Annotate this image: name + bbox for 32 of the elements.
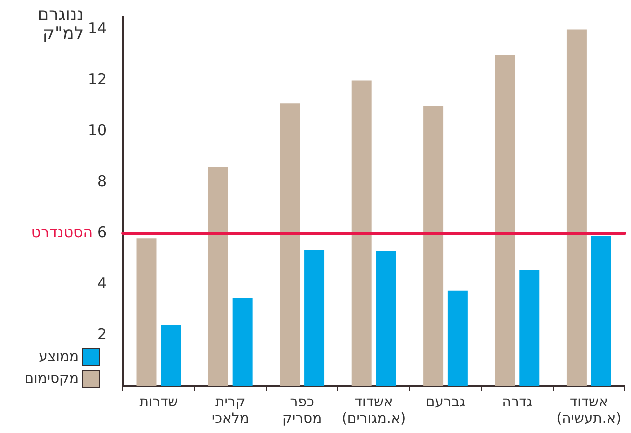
bar — [352, 80, 372, 386]
x-tick-label: אשדוד (א.תעשיה) — [556, 394, 622, 428]
x-tick-label: גברעם — [426, 394, 466, 410]
legend-label: מקסימום — [24, 371, 79, 387]
bar — [424, 106, 444, 386]
y-tick-label: 6 — [98, 223, 108, 242]
bar — [591, 236, 612, 386]
y-axis-title: ננוגרם למ"ק — [36, 5, 84, 44]
y-tick-label: 10 — [88, 122, 108, 140]
bar — [136, 238, 157, 386]
bar — [376, 251, 396, 386]
legend-label: ממוצע — [39, 349, 79, 365]
y-tick-label: 8 — [98, 172, 108, 190]
y-tick-label: 4 — [98, 274, 108, 292]
y-tick-label: 12 — [88, 70, 108, 89]
y-tick-label: 2 — [98, 325, 108, 344]
bar — [280, 104, 300, 386]
bar — [448, 290, 468, 386]
bar — [208, 167, 228, 386]
x-tick-label: כפר מסריק — [282, 394, 322, 428]
ref-line-label: הסטנדרט — [31, 223, 94, 242]
x-tick-label: שדרות — [140, 394, 178, 410]
bar — [495, 55, 516, 386]
y-tick-label: 14 — [88, 20, 108, 38]
bar — [161, 325, 182, 386]
x-tick-label: אשדוד (א.מגורים) — [342, 394, 406, 428]
bar — [232, 298, 253, 386]
bar — [520, 270, 540, 386]
x-tick-label: גדרה — [502, 394, 533, 410]
x-tick-label: קרית מלאכי — [212, 394, 250, 428]
bar — [566, 30, 587, 386]
bar — [304, 250, 325, 386]
